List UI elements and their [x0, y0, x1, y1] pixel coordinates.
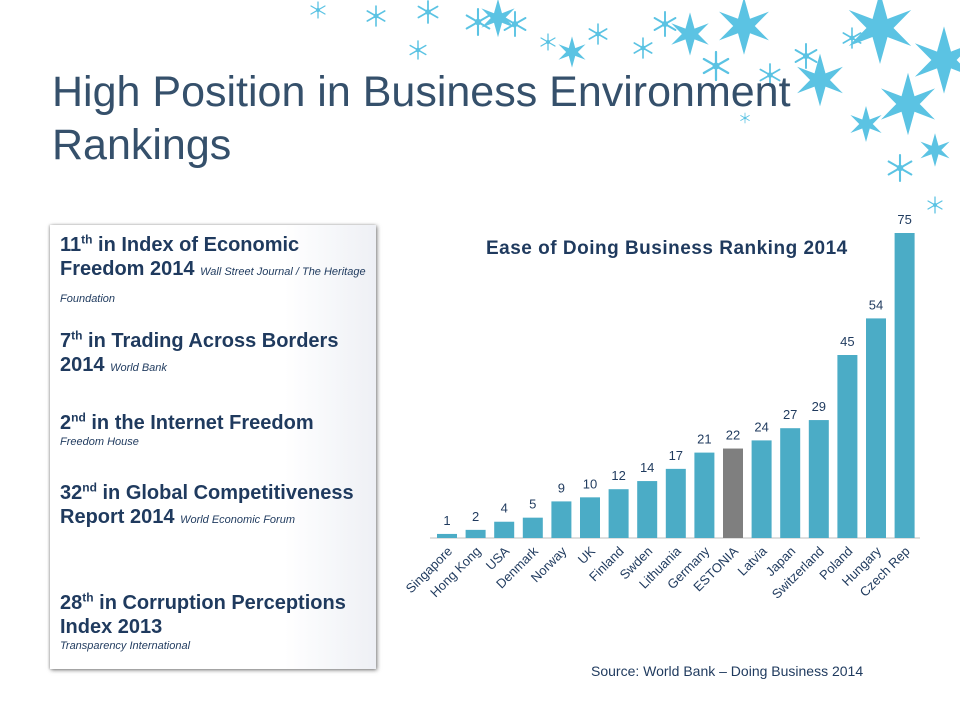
ranking-item-internet-freedom: 2nd in the Internet Freedom Freedom Hous… — [60, 411, 372, 449]
bar-finland — [608, 489, 629, 538]
rank-text: in the Internet Freedom — [91, 412, 314, 434]
tick-label-latvia: Latvia — [735, 543, 771, 579]
data-label-czech-rep: 75 — [897, 212, 911, 227]
rank-suffix: th — [71, 328, 83, 343]
data-label-japan: 27 — [783, 407, 797, 422]
bar-norway — [551, 501, 572, 538]
bar-estonia — [723, 448, 743, 538]
rank-source: Transparency International — [60, 640, 191, 652]
tick-label-uk: UK — [575, 543, 599, 567]
rank-number: 11 — [60, 234, 82, 256]
bar-usa — [494, 521, 515, 538]
ranking-item-corruption-perceptions: 28th in Corruption Perceptions Index 201… — [60, 591, 372, 653]
ranking-item-economic-freedom: 11th in Index of Economic Freedom 2014 W… — [60, 233, 372, 311]
slide-title-line1: High Position in Business Environment — [52, 68, 791, 116]
rank-text: in Index of Economic Freedom 2014 — [60, 234, 300, 280]
bar-poland — [837, 355, 858, 538]
source-note: Source: World Bank – Doing Business 2014 — [591, 663, 864, 679]
bar-czech-rep — [894, 233, 915, 538]
bar-germany — [694, 452, 715, 538]
ranking-item-global-competitiveness: 32nd in Global Competitiveness Report 20… — [60, 481, 372, 532]
bar-latvia — [751, 440, 772, 538]
rank-number: 2 — [60, 412, 72, 434]
data-label-poland: 45 — [840, 334, 854, 349]
bar-japan — [780, 428, 801, 538]
slide-title: High Position in Business Environment Ra… — [52, 66, 912, 172]
bar-denmark — [522, 517, 543, 538]
data-label-singapore: 1 — [443, 513, 450, 528]
bar-swden — [637, 481, 658, 538]
data-label-denmark: 5 — [529, 497, 536, 512]
rank-source: Freedom House — [60, 436, 139, 448]
rank-source: World Economic Forum — [180, 514, 295, 526]
bar-hong-kong — [465, 529, 486, 538]
bar-singapore — [437, 533, 457, 538]
rank-number: 7 — [60, 330, 72, 352]
bar-uk — [580, 497, 600, 538]
bar-switzerland — [808, 420, 829, 538]
rank-source: World Bank — [110, 362, 167, 374]
rank-number: 28 — [60, 592, 83, 614]
data-label-switzerland: 29 — [812, 399, 826, 414]
rankings-box: 11th in Index of Economic Freedom 2014 W… — [50, 225, 376, 669]
bar-lithuania — [665, 468, 686, 538]
data-label-swden: 14 — [640, 460, 654, 475]
slide-title-line2: Rankings — [52, 121, 232, 169]
rank-text: in Trading Across Borders 2014 — [60, 330, 339, 376]
chart-title: Ease of Doing Business Ranking 2014 — [486, 238, 848, 259]
data-label-latvia: 24 — [754, 419, 768, 434]
data-label-germany: 21 — [697, 432, 711, 447]
rank-source: Wall Street Journal / The Heritage Found… — [60, 266, 366, 305]
data-label-usa: 4 — [501, 501, 508, 516]
data-label-lithuania: 17 — [669, 448, 683, 463]
ranking-item-trading-borders: 7th in Trading Across Borders 2014 World… — [60, 329, 372, 380]
data-label-hong-kong: 2 — [472, 509, 479, 524]
data-label-finland: 12 — [611, 468, 625, 483]
data-label-hungary: 54 — [869, 297, 883, 312]
rank-suffix: th — [82, 590, 94, 605]
bar-hungary — [866, 318, 886, 538]
rank-suffix: nd — [71, 410, 86, 425]
rank-text: in Global Competitiveness Report 2014 — [60, 482, 354, 528]
rank-suffix: th — [81, 232, 93, 247]
rank-number: 32 — [60, 482, 83, 504]
data-label-uk: 10 — [583, 476, 597, 491]
rank-text: in Corruption Perceptions Index 2013 — [60, 592, 346, 638]
rank-suffix: nd — [82, 480, 97, 495]
data-label-estonia: 22 — [726, 428, 740, 443]
data-label-norway: 9 — [558, 480, 565, 495]
